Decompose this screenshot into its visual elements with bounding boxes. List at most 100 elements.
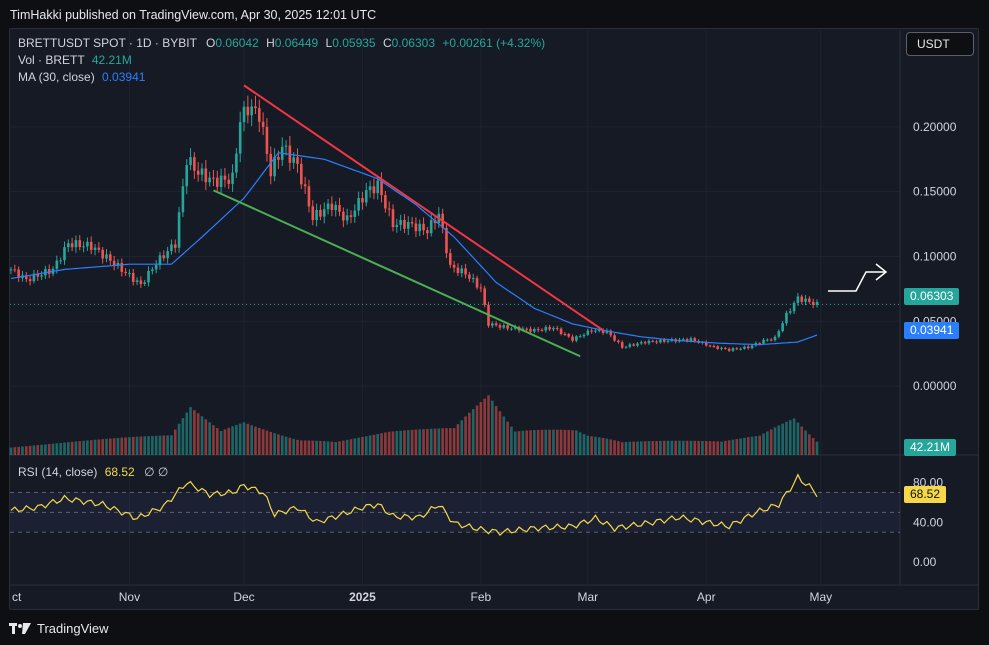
candle-body — [808, 298, 811, 302]
volume-bar — [494, 406, 498, 455]
volume-bar — [441, 428, 444, 455]
candle-body — [177, 212, 181, 248]
candle-body — [594, 330, 597, 332]
candle-body — [166, 251, 169, 259]
volume-bar — [193, 410, 196, 455]
volume-bar — [326, 441, 330, 455]
candle-body — [55, 260, 59, 269]
volume-bar — [311, 440, 315, 455]
volume-bar — [647, 441, 651, 455]
volume-bar — [143, 436, 146, 455]
candle-body — [131, 273, 135, 282]
volume-bar — [808, 434, 811, 455]
rsi-visibility-icons[interactable]: ∅ ∅ — [144, 465, 169, 479]
candle-body — [429, 220, 433, 234]
symbol-name[interactable]: BRETTUSDT SPOT · 1D · BYBIT — [18, 36, 197, 50]
arrow-annotation — [828, 271, 885, 292]
candle-body — [151, 269, 154, 271]
volume-bar — [63, 442, 66, 455]
volume-bar — [796, 422, 800, 455]
volume-bar — [468, 412, 471, 455]
candle-body — [391, 209, 395, 228]
volume-bar — [724, 440, 727, 455]
volume-bar — [322, 441, 326, 455]
candle-body — [647, 340, 651, 344]
axes: 0.200000.150000.100000.050000.0000080.00… — [12, 120, 957, 604]
candle-body — [426, 230, 429, 234]
volume-bar — [51, 443, 55, 455]
candle-body — [785, 312, 788, 324]
volume-bar — [506, 421, 509, 455]
volume-bar — [640, 441, 643, 455]
candle-body — [620, 342, 624, 348]
ma-label[interactable]: MA (30, close) — [18, 70, 95, 84]
volume-bar — [315, 440, 318, 455]
volume-bar — [620, 442, 624, 455]
volume-bar — [743, 437, 746, 455]
volume-bar — [154, 435, 158, 455]
volume-bar — [97, 439, 101, 455]
low-value: 0.05935 — [332, 36, 376, 50]
volume-bar — [131, 436, 135, 455]
volume-bar — [292, 438, 295, 455]
candle-body — [40, 275, 43, 277]
volume-bar — [208, 422, 211, 455]
candle-body — [640, 342, 643, 344]
candle-body — [86, 241, 89, 247]
volume-bar — [59, 442, 62, 455]
candle-body — [235, 153, 238, 173]
candle-body — [662, 339, 666, 342]
volume-bar — [582, 434, 586, 455]
candle-body — [727, 348, 731, 351]
candle-body — [491, 323, 494, 326]
volume-bar — [792, 418, 796, 455]
volume-bar — [200, 416, 204, 455]
volume-bar — [277, 434, 280, 455]
volume-bar — [624, 441, 628, 455]
volume-bar — [609, 439, 613, 455]
close-label: C — [382, 36, 392, 50]
rsi-value: 68.52 — [104, 465, 135, 479]
chart-frame[interactable] — [9, 28, 979, 610]
candle-body — [9, 269, 13, 271]
volume-bar — [17, 446, 20, 455]
candle-body — [475, 278, 479, 288]
volume-bar — [464, 416, 467, 455]
candle-body — [712, 345, 716, 347]
volume-bar — [300, 440, 303, 455]
candle-body — [143, 282, 146, 284]
candle-body — [246, 106, 250, 116]
footer-brand[interactable]: TradingView — [37, 620, 109, 636]
candle-body — [101, 249, 104, 259]
volume-bar — [227, 427, 231, 455]
candle-body — [555, 327, 559, 329]
volume-bar — [334, 441, 337, 455]
candle-body — [120, 262, 124, 272]
candle-body — [338, 204, 341, 212]
rsi-label[interactable]: RSI (14, close) — [18, 465, 98, 479]
open-value: 0.06042 — [215, 36, 259, 50]
candle-body — [666, 341, 670, 343]
currency-button[interactable]: USDT — [906, 32, 974, 56]
candle-body — [590, 330, 593, 332]
candle-body — [158, 255, 162, 265]
support-trendline — [213, 189, 581, 358]
volume-bar — [13, 447, 17, 455]
volume-bar — [124, 437, 127, 455]
candle-body — [250, 106, 253, 116]
candle-body — [636, 343, 639, 346]
candle-body — [387, 208, 391, 210]
volume-bar — [288, 437, 292, 455]
volume-bar — [544, 429, 548, 455]
volume-label[interactable]: Vol · BRETT — [18, 53, 85, 67]
volume-bar — [338, 441, 341, 455]
candle-body — [811, 301, 815, 305]
candle-body — [265, 126, 269, 154]
volume-bar — [617, 441, 620, 455]
high-label: H — [266, 36, 275, 50]
candle-body — [693, 338, 697, 341]
candle-body — [154, 264, 158, 270]
candle-body — [456, 267, 460, 274]
volume-bar — [536, 429, 540, 455]
